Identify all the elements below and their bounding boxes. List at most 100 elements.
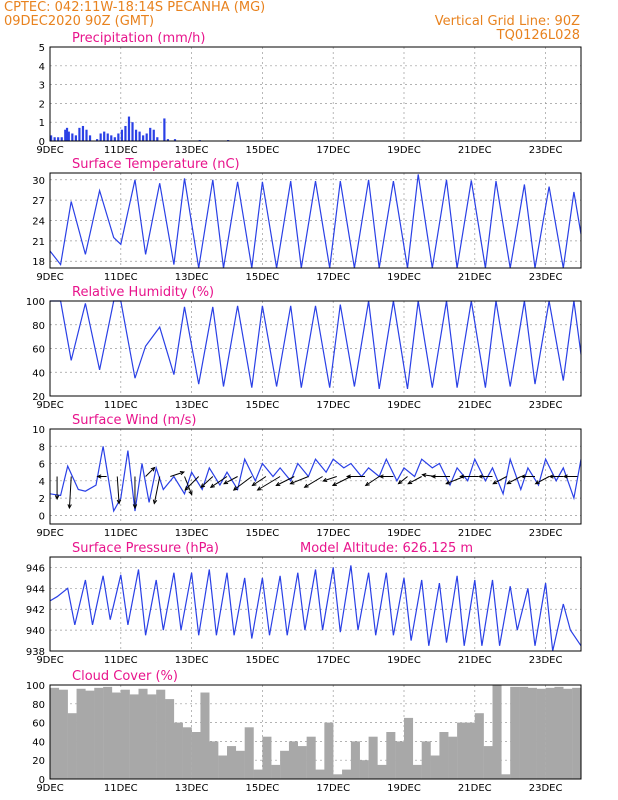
panel-6-cloud-bar-54 (527, 687, 537, 779)
panel-2-frame (49, 172, 582, 269)
panel-4-wind-vector-11 (210, 476, 228, 488)
panel-4-wind-vector-3 (116, 476, 120, 504)
panel-5-x-tick-label-1: 11DEC (104, 655, 138, 666)
panel-1-y-tick-label-4: 4 (39, 62, 45, 73)
panel-4-wind-vector-17 (290, 476, 309, 485)
panel-2-x-tick-label-3: 15DEC (246, 272, 280, 283)
panel-6-cloud-bar-26 (280, 750, 290, 779)
panel-6-cloud-bar-11 (147, 694, 157, 779)
panel-6-cloud-bar-59 (572, 687, 582, 779)
panel-3-y-tick-label-0: 20 (32, 392, 45, 403)
panel-5-title: Surface Pressure (hPa) (72, 541, 219, 556)
panel-6-cloud-bar-4 (85, 690, 95, 779)
panel-6-x-tick-label-1: 11DEC (104, 783, 138, 794)
panel-4-wind-vector-head-16 (275, 482, 281, 487)
panel-5-frame (49, 556, 582, 652)
panel-4-wind-vector-head-32 (506, 480, 512, 485)
panel-4-wind-vector-18 (304, 476, 323, 488)
panel-4-wind-vector-head-9 (184, 486, 190, 491)
panel-4-wind-vector-32 (507, 476, 522, 485)
panel-6-cloud-bar-33 (342, 769, 352, 779)
panel-6-cloud-bar-6 (103, 686, 113, 779)
panel-5-y-tick-label-4: 946 (26, 563, 45, 574)
panel-2-x-tick-label-2: 13DEC (175, 272, 209, 283)
panel-2-y-tick-label-3: 27 (32, 196, 45, 207)
panel-3-frame (49, 300, 582, 397)
panel-6-cloud-bar-39 (395, 741, 405, 779)
panel-6-y-tick-label-1: 20 (32, 756, 45, 767)
panel-2-y-tick-label-4: 30 (32, 176, 45, 187)
panel-4-wind-vector-22 (365, 476, 380, 486)
header-model-code: TQ0126L028 (496, 28, 580, 43)
panel-4-series-line (49, 446, 582, 513)
panel-4-x-tick-label-6: 21DEC (458, 528, 492, 539)
panel-6-cloud-bar-14 (173, 722, 183, 779)
panel-1-bar-14 (99, 133, 102, 141)
panel-1-bar-21 (124, 125, 127, 141)
panel-6-cloud-bar-1 (58, 689, 68, 779)
panel-4-wind-vector-head-18 (303, 483, 309, 488)
panel-6-cloud-bar-34 (350, 741, 360, 779)
panel-4-frame (49, 428, 582, 525)
panel-4-wind-vector-head-34 (534, 480, 540, 485)
panel-6-cloud-bar-19 (218, 755, 228, 779)
panel-4-wind-vector-head-24 (397, 479, 403, 485)
panel-6-cloud-bar-43 (430, 755, 440, 779)
panel-6-y-tick-label-2: 40 (32, 737, 45, 748)
panel-6-cloud-bar-42 (421, 741, 431, 779)
panel-1-bar-15 (103, 131, 106, 141)
panel-3-x-tick-label-7: 23DEC (529, 400, 563, 411)
panel-1-bar-4 (64, 129, 67, 141)
panel-6-frame (49, 684, 582, 780)
panel-4-wind-vector-25 (407, 476, 422, 485)
panel-6-x-tick-label-0: 9DEC (36, 783, 63, 794)
panel-3-x-tick-label-4: 17DEC (316, 400, 350, 411)
panel-4-wind-vector-head-2 (96, 474, 102, 479)
panel-4-wind-vector-12 (223, 476, 238, 485)
panel-1-frame (49, 46, 582, 142)
panel-4-wind-vector-head-12 (223, 480, 229, 485)
panel-4-y-tick-label-3: 6 (39, 460, 45, 471)
panel-4-wind-vector-head-30 (477, 474, 483, 479)
panel-5-y-tick-label-2: 942 (26, 605, 45, 616)
panel-6-cloud-bar-9 (129, 694, 139, 779)
panel-2-y-tick-label-0: 18 (32, 257, 45, 268)
panel-6-x-tick-label-5: 19DEC (387, 783, 421, 794)
panel-5-x-tick-label-0: 9DEC (36, 655, 63, 666)
panel-2-x-tick-label-0: 9DEC (36, 272, 63, 283)
panel-1-title: Precipitation (mm/h) (72, 31, 205, 46)
panel-1-bar-19 (117, 133, 120, 141)
panel-6-y-tick-label-5: 100 (26, 681, 45, 692)
panel-1-x-tick-label-7: 23DEC (529, 145, 563, 156)
panel-4-wind-vector-7 (170, 471, 185, 477)
panel-6-x-tick-label-2: 13DEC (175, 783, 209, 794)
panel-1-bar-8 (74, 135, 77, 141)
panel-1-bar-31 (163, 118, 166, 141)
panel-1-bar-3 (60, 137, 63, 141)
panel-4-wind-vector-9 (184, 476, 200, 491)
panel-4-x-tick-label-7: 23DEC (529, 528, 563, 539)
panel-4-wind-vector-head-13 (232, 486, 238, 491)
panel-1-bar-10 (81, 125, 85, 141)
panel-1-y-tick-label-0: 0 (39, 137, 45, 148)
panel-1-x-tick-label-6: 21DEC (458, 145, 492, 156)
panel-6-cloud-bar-57 (554, 686, 564, 779)
panel-3-y-tick-label-2: 60 (32, 345, 45, 356)
panel-4-wind-vector-head-8 (188, 490, 193, 496)
panel-6-cloud-bar-36 (368, 736, 378, 779)
panel-6-cloud-bar-8 (120, 689, 130, 779)
panel-6-x-tick-label-3: 15DEC (246, 783, 280, 794)
panel-6-x-tick-label-6: 21DEC (458, 783, 492, 794)
panel-4-wind-vector-head-36 (562, 474, 568, 479)
panel-1-x-tick-label-2: 13DEC (175, 145, 209, 156)
panel-1-bar-22 (127, 116, 131, 141)
panel-1-bar-6 (67, 131, 70, 141)
panel-5-y-tick-label-0: 938 (26, 647, 45, 658)
panel-5-y-tick-label-1: 940 (26, 626, 45, 637)
panel-1-bar-13 (96, 139, 99, 141)
panel-6-cloud-bar-0 (50, 687, 60, 779)
panel-6-cloud-bar-10 (138, 688, 148, 779)
panel-5-x-tick-label-6: 21DEC (458, 655, 492, 666)
panel-1-y-tick-label-1: 1 (39, 118, 45, 129)
